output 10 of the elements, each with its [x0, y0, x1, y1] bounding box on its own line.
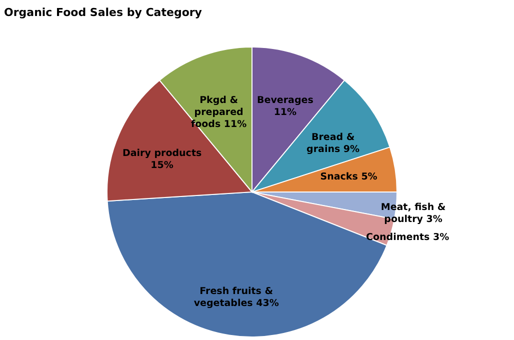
slice-label: Beverages: [257, 94, 314, 106]
slice-label: Snacks 5%: [320, 172, 378, 183]
slice-label: Meat, fish & poultry 3%: [380, 202, 446, 226]
slice-label: Dairy products: [122, 148, 202, 160]
data-label: 15%: [150, 160, 174, 172]
slice-label: Bread & grains 9%: [306, 132, 360, 155]
slice-label: Fresh fruits & vegetables 43%: [194, 286, 280, 309]
slice-label: Condiments 3%: [366, 232, 450, 244]
data-label: 11%: [274, 106, 298, 118]
chart-title: Organic Food Sales by Category: [4, 6, 202, 19]
